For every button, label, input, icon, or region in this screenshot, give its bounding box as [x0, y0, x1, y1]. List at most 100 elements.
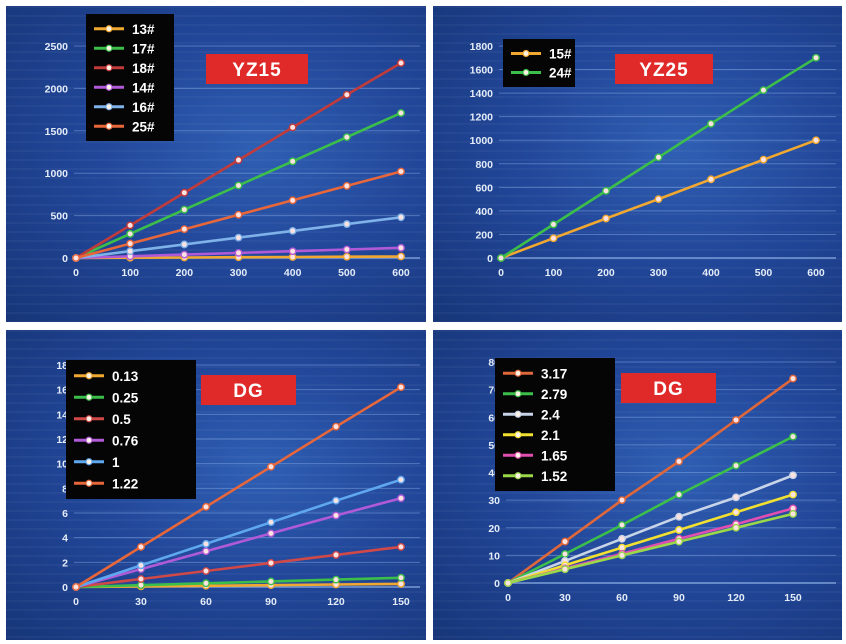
- y-tick-label: 500: [50, 211, 68, 223]
- y-tick-label: 1500: [45, 126, 69, 138]
- title-box: [621, 373, 716, 403]
- data-point: [549, 234, 558, 243]
- y-tick-label: 600: [475, 182, 493, 194]
- y-tick-label: 0: [487, 253, 493, 265]
- data-point: [267, 577, 275, 586]
- data-point: [72, 583, 80, 591]
- y-tick-label: 50: [488, 440, 500, 452]
- x-tick-label: 30: [135, 596, 147, 608]
- legend-marker: [105, 103, 113, 111]
- data-point: [202, 579, 210, 588]
- x-tick-label: 200: [176, 267, 194, 279]
- chart-panel-dg-large: 0 10 20 30 40 50 60 70 80 0 30 60 90 120 150 3.17 2.79 2.…: [433, 330, 842, 640]
- data-point: [288, 196, 297, 205]
- x-tick-label: 90: [265, 596, 277, 608]
- legend-label: 0.25: [112, 390, 139, 405]
- x-tick-label: 0: [505, 592, 511, 604]
- data-point: [561, 550, 569, 558]
- data-point: [342, 245, 351, 254]
- legend-label: 17#: [132, 41, 155, 56]
- data-point: [397, 109, 405, 117]
- legend-box: [495, 358, 615, 491]
- y-tick-label: 2000: [45, 83, 69, 95]
- data-point: [397, 167, 405, 176]
- data-point: [397, 252, 405, 261]
- data-point: [267, 518, 275, 527]
- data-point: [789, 490, 797, 499]
- data-point: [267, 529, 275, 538]
- legend-label: 3.17: [541, 366, 567, 381]
- data-point: [707, 119, 715, 128]
- data-point: [234, 181, 243, 190]
- y-tick-label: 60: [488, 412, 500, 424]
- data-point: [234, 249, 243, 257]
- data-point: [342, 182, 351, 190]
- data-point: [288, 157, 297, 166]
- legend-label: 25#: [132, 119, 155, 134]
- legend-label: 1: [112, 455, 120, 470]
- y-tick-label: 0: [62, 582, 68, 594]
- data-point: [812, 53, 820, 62]
- data-point: [126, 247, 135, 256]
- x-tick-label: 400: [284, 267, 302, 279]
- y-tick-label: 20: [488, 523, 500, 535]
- series-25#: [72, 167, 405, 262]
- x-tick-label: 0: [73, 267, 79, 279]
- data-point: [675, 537, 683, 546]
- data-point: [234, 156, 243, 164]
- data-point: [732, 508, 740, 517]
- data-point: [397, 213, 405, 222]
- gridlines: [499, 45, 836, 259]
- title-text: DG: [233, 381, 264, 402]
- y-tick-label: 30: [488, 495, 500, 507]
- y-tick-label: 400: [475, 206, 493, 218]
- legend-label: 0.76: [112, 433, 139, 448]
- x-tick-label: 120: [327, 596, 345, 608]
- legend-label: 15#: [549, 47, 572, 62]
- line-chart-yz15: 0 500 1000 1500 2000 2500 0 100 200 300 400 500 600 1…: [45, 14, 420, 279]
- data-point: [812, 136, 820, 145]
- data-point: [561, 537, 569, 546]
- data-point: [202, 547, 210, 556]
- series-line: [507, 512, 794, 585]
- legend-marker: [514, 390, 522, 398]
- legend-label: 18#: [132, 61, 155, 76]
- series-0.76: [72, 494, 405, 591]
- data-point: [654, 153, 663, 162]
- series-15#: [497, 136, 820, 262]
- data-point: [180, 225, 189, 234]
- x-tick-label: 150: [392, 596, 410, 608]
- legend-marker: [514, 451, 522, 459]
- x-tick-label: 30: [559, 592, 571, 604]
- data-point: [732, 461, 740, 470]
- x-tick-label: 120: [727, 592, 745, 604]
- x-tick-label: 500: [755, 267, 773, 279]
- data-point: [759, 155, 768, 164]
- data-point: [759, 86, 768, 95]
- series-line: [507, 435, 794, 585]
- legend-marker: [514, 410, 522, 418]
- legend-marker: [105, 83, 113, 91]
- series-line: [75, 576, 402, 589]
- legend: 13# 17# 18# 14# 16# 25#: [86, 14, 174, 141]
- data-point: [180, 188, 189, 197]
- data-point: [234, 210, 243, 219]
- legend-label: 13#: [132, 22, 155, 37]
- title-text: YZ25: [639, 60, 688, 81]
- title-text: YZ15: [232, 60, 281, 81]
- legend-label: 0.13: [112, 369, 139, 384]
- legend-marker: [85, 436, 93, 444]
- data-point: [137, 575, 145, 583]
- y-tick-label: 40: [488, 468, 500, 480]
- data-point: [618, 551, 626, 560]
- y-tick-label: 16: [56, 385, 68, 397]
- y-tick-label: 200: [475, 229, 493, 241]
- data-point: [126, 239, 135, 248]
- y-tick-label: 1000: [45, 168, 69, 180]
- legend-label: 0.5: [112, 412, 131, 427]
- data-point: [397, 243, 405, 252]
- y-tick-label: 70: [488, 385, 500, 397]
- legend-marker: [85, 479, 93, 487]
- data-point: [342, 90, 351, 99]
